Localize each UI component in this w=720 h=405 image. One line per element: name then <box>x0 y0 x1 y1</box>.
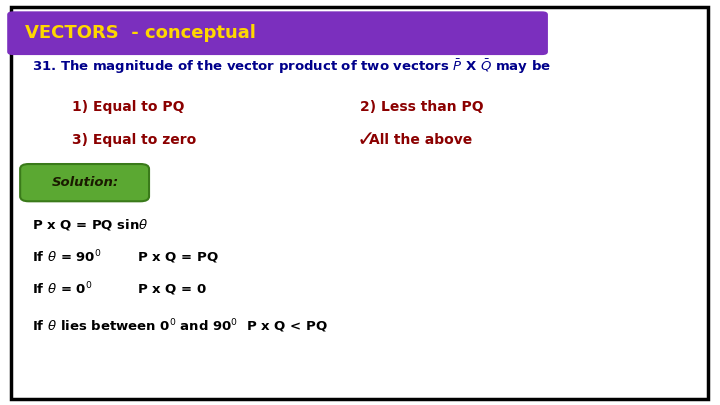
Text: All the above: All the above <box>369 133 472 147</box>
Text: 31. The magnitude of the vector product of two vectors $\bar{P}$ X $\bar{Q}$ may: 31. The magnitude of the vector product … <box>32 58 552 76</box>
FancyBboxPatch shape <box>7 11 548 55</box>
Text: 3) Equal to zero: 3) Equal to zero <box>72 133 197 147</box>
Text: P x Q = PQ sin$\theta$: P x Q = PQ sin$\theta$ <box>32 217 149 232</box>
Text: Solution:: Solution: <box>51 176 119 189</box>
Text: 2) Less than PQ: 2) Less than PQ <box>360 100 484 114</box>
Text: If $\theta$ lies between 0$^0$ and 90$^0$  P x Q < PQ: If $\theta$ lies between 0$^0$ and 90$^0… <box>32 317 328 335</box>
Text: 1) Equal to PQ: 1) Equal to PQ <box>72 100 184 114</box>
Text: If $\theta$ = 90$^0$        P x Q = PQ: If $\theta$ = 90$^0$ P x Q = PQ <box>32 248 220 266</box>
Text: VECTORS  - conceptual: VECTORS - conceptual <box>25 24 256 42</box>
Text: ✓: ✓ <box>356 130 375 150</box>
FancyBboxPatch shape <box>20 164 149 201</box>
Text: If $\theta$ = 0$^0$          P x Q = 0: If $\theta$ = 0$^0$ P x Q = 0 <box>32 281 207 298</box>
FancyBboxPatch shape <box>11 7 708 399</box>
